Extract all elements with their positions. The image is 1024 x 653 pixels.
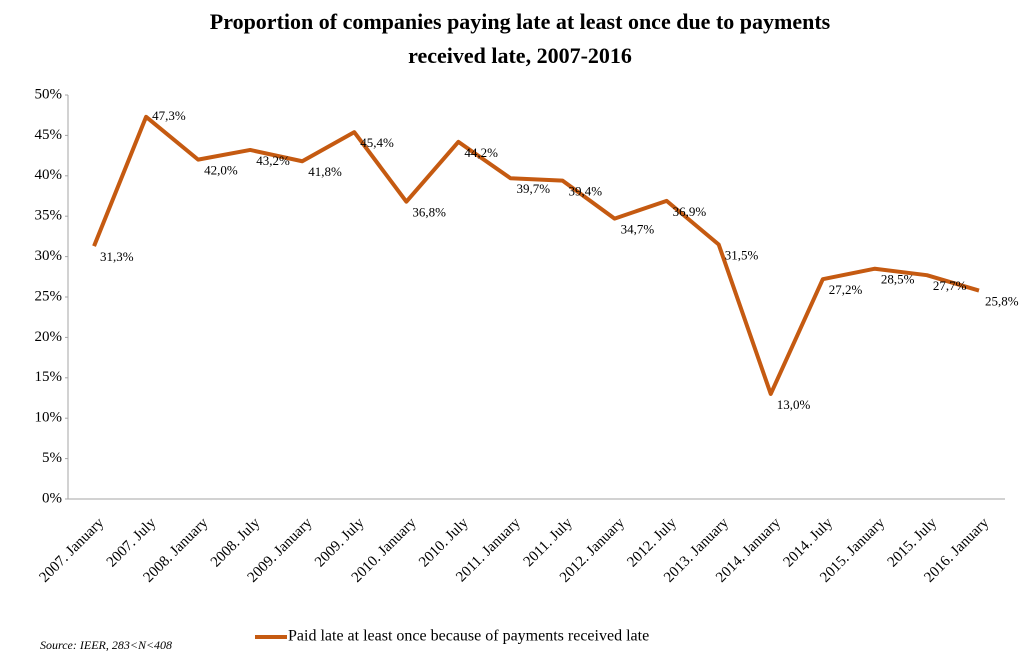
data-label: 43,2%	[256, 153, 290, 168]
source-note: Source: IEER, 283<N<408	[40, 638, 172, 652]
y-tick-label: 25%	[35, 288, 63, 304]
data-line	[92, 114, 980, 396]
chart-title: received late, 2007-2016	[408, 43, 632, 68]
y-tick-label: 45%	[35, 127, 63, 143]
y-tick-label: 30%	[35, 248, 63, 264]
y-tick-label: 40%	[35, 167, 63, 183]
x-tick-label: 2007. July	[104, 515, 160, 571]
data-label: 13,0%	[777, 397, 811, 412]
data-label: 47,3%	[152, 108, 186, 123]
data-label: 39,7%	[516, 181, 550, 196]
x-tick-label: 2010. July	[416, 515, 472, 571]
data-label: 45,4%	[360, 135, 394, 150]
legend-label: Paid late at least once because of payme…	[288, 628, 649, 645]
data-label: 31,5%	[725, 247, 759, 262]
data-label: 36,9%	[673, 204, 707, 219]
data-label: 42,0%	[204, 163, 238, 178]
x-tick-label: 2008. July	[208, 515, 264, 571]
y-tick-label: 50%	[35, 86, 63, 102]
x-tick-label: 2014. July	[781, 515, 837, 571]
x-tick-label: 2009. July	[312, 515, 368, 571]
x-tick-label: 2012. July	[624, 515, 680, 571]
y-tick-label: 35%	[35, 208, 63, 224]
data-label: 31,3%	[100, 249, 134, 264]
data-label: 34,7%	[621, 222, 655, 237]
x-tick-label: 2015. July	[885, 515, 941, 571]
data-label: 25,8%	[985, 294, 1019, 309]
y-tick-label: 15%	[35, 369, 63, 385]
y-tick-label: 0%	[42, 490, 62, 506]
data-label: 44,2%	[464, 145, 498, 160]
data-label: 39,4%	[569, 184, 603, 199]
y-tick-label: 20%	[35, 329, 63, 345]
y-tick-label: 5%	[42, 450, 62, 466]
x-tick-label: 2007. January	[36, 515, 107, 586]
data-label: 27,7%	[933, 278, 967, 293]
data-label: 41,8%	[308, 164, 342, 179]
x-tick-label: 2011. July	[521, 515, 576, 570]
chart-title: Proportion of companies paying late at l…	[210, 9, 831, 34]
data-label: 28,5%	[881, 272, 915, 287]
data-label: 27,2%	[829, 282, 863, 297]
data-label: 36,8%	[412, 205, 446, 220]
y-tick-label: 10%	[35, 410, 63, 426]
